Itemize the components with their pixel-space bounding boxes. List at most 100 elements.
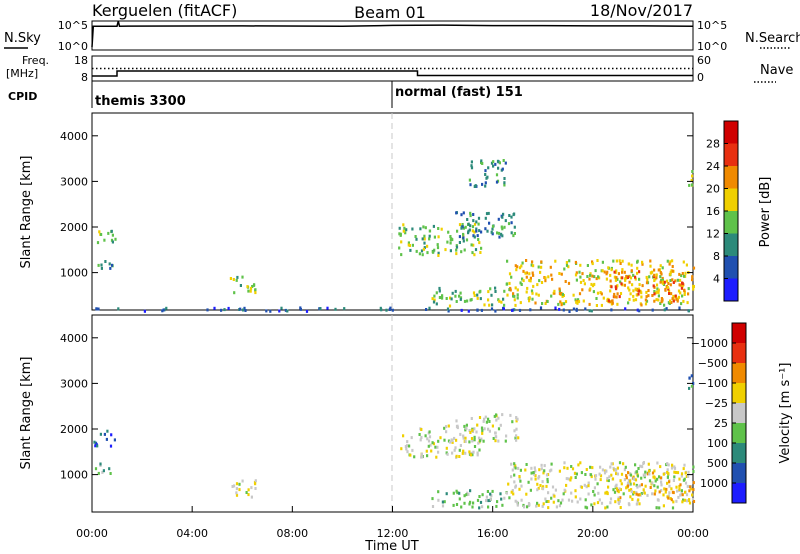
scatter-cell bbox=[487, 211, 490, 215]
scatter-cell bbox=[582, 279, 585, 282]
scatter-cell bbox=[326, 306, 329, 310]
scatter-cell bbox=[540, 260, 543, 264]
scatter-cell bbox=[402, 229, 405, 233]
scatter-cell bbox=[651, 492, 654, 496]
scatter-cell bbox=[613, 292, 616, 296]
scatter-cell bbox=[539, 306, 543, 310]
colorbar-tick-label: 20 bbox=[706, 183, 720, 196]
scatter-cell bbox=[389, 306, 392, 310]
scatter-cell bbox=[563, 302, 566, 306]
scatter-cell bbox=[637, 287, 640, 291]
scatter-cell bbox=[663, 280, 666, 284]
scatter-cell bbox=[495, 418, 498, 422]
scatter-cell bbox=[449, 249, 452, 253]
scatter-cell bbox=[319, 307, 322, 310]
scatter-cell bbox=[468, 228, 471, 232]
freq-left-tick-top: 18 bbox=[74, 54, 88, 67]
scatter-cell bbox=[668, 484, 671, 488]
scatter-cell bbox=[236, 275, 239, 279]
scatter-cell bbox=[423, 237, 426, 241]
colorbar-swatch bbox=[732, 323, 746, 343]
scatter-cell bbox=[619, 292, 623, 295]
scatter-cell bbox=[661, 266, 664, 270]
scatter-cell bbox=[553, 291, 556, 295]
freq-right-tick-top: 60 bbox=[697, 54, 711, 67]
scatter-cell bbox=[399, 232, 402, 236]
scatter-cell bbox=[206, 308, 209, 312]
scatter-cell bbox=[683, 289, 686, 293]
scatter-cell bbox=[612, 259, 615, 263]
colorbar-swatch bbox=[732, 423, 746, 443]
scatter-cell bbox=[497, 298, 500, 302]
scatter-cell bbox=[513, 294, 516, 298]
scatter-cell bbox=[666, 468, 669, 472]
scatter-cell bbox=[514, 286, 517, 290]
scatter-cell bbox=[666, 259, 669, 263]
cpid-segment-1: normal (fast) 151 bbox=[395, 85, 523, 100]
scatter-cell bbox=[604, 506, 607, 510]
scatter-cell bbox=[615, 472, 618, 476]
scatter-cell bbox=[427, 439, 431, 443]
colorbar-swatch bbox=[724, 166, 738, 189]
scatter-cell bbox=[539, 484, 542, 487]
scatter-cell bbox=[540, 281, 544, 284]
scatter-cell bbox=[505, 434, 508, 438]
scatter-cell bbox=[560, 272, 563, 276]
scatter-cell bbox=[470, 243, 473, 247]
scatter-cell bbox=[685, 475, 688, 478]
scatter-cell bbox=[640, 295, 643, 299]
scatter-cell bbox=[439, 436, 442, 440]
scatter-cell bbox=[619, 262, 622, 265]
scatter-cell bbox=[516, 503, 519, 507]
scatter-cell bbox=[527, 480, 530, 484]
scatter-cell bbox=[566, 466, 569, 470]
scatter-cell bbox=[478, 495, 481, 498]
scatter-cell bbox=[657, 294, 660, 298]
scatter-cell bbox=[528, 299, 531, 303]
scatter-cell bbox=[538, 279, 541, 283]
scatter-cell bbox=[596, 501, 600, 505]
scatter-cell bbox=[563, 267, 566, 271]
scatter-cell bbox=[432, 442, 435, 446]
scatter-cell bbox=[638, 484, 641, 488]
scatter-cell bbox=[634, 277, 637, 281]
scatter-cell bbox=[585, 506, 589, 510]
scatter-cell bbox=[459, 291, 462, 295]
scatter-cell bbox=[611, 301, 614, 305]
scatter-cell bbox=[588, 309, 591, 313]
scatter-cell bbox=[640, 483, 643, 487]
scatter-cell bbox=[495, 435, 498, 439]
scatter-cell bbox=[487, 417, 490, 421]
scatter-cell bbox=[501, 413, 504, 417]
scatter-cell bbox=[509, 413, 512, 417]
scatter-cell bbox=[513, 429, 516, 433]
scatter-cell bbox=[515, 438, 518, 442]
scatter-cell bbox=[671, 297, 674, 301]
scatter-cell bbox=[544, 276, 547, 280]
scatter-cell bbox=[472, 219, 475, 223]
scatter-cell bbox=[599, 474, 603, 478]
scatter-cell bbox=[674, 294, 677, 298]
scatter-cell bbox=[108, 467, 111, 471]
scatter-cell bbox=[659, 302, 662, 305]
scatter-cell bbox=[598, 498, 601, 502]
colorbar-tick-label: 100 bbox=[707, 437, 728, 450]
scatter-cell bbox=[242, 308, 245, 312]
scatter-cell bbox=[687, 287, 690, 291]
scatter-cell bbox=[545, 473, 549, 477]
scatter-cell bbox=[95, 307, 98, 311]
scatter-cell bbox=[661, 278, 664, 282]
scatter-cell bbox=[254, 479, 257, 483]
scatter-cell bbox=[529, 308, 532, 312]
scatter-cell bbox=[94, 444, 97, 448]
colorbar-swatch bbox=[732, 463, 746, 483]
scatter-cell bbox=[476, 293, 479, 297]
scatter-cell bbox=[433, 298, 436, 302]
scatter-cell bbox=[589, 272, 592, 276]
scatter-cell bbox=[398, 232, 401, 236]
scatter-cell bbox=[661, 298, 664, 302]
scatter-cell bbox=[579, 263, 582, 267]
beam-title: Beam 01 bbox=[354, 3, 426, 22]
